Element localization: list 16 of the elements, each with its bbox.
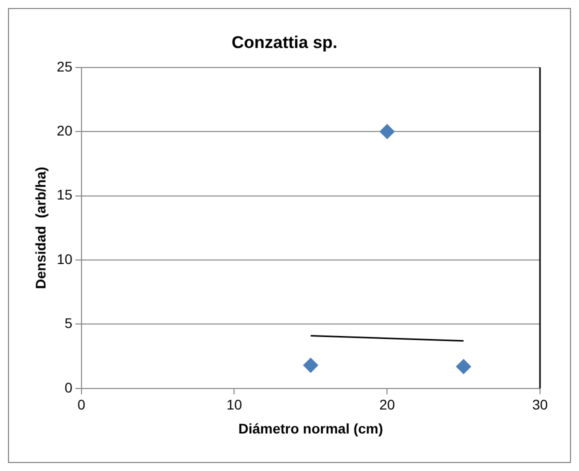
x-tick-label: 10 (226, 396, 242, 413)
chart-title: Conzattia sp. (232, 32, 338, 52)
y-tick-label: 20 (56, 122, 73, 138)
y-axis-title: Densidad (arb/ha) (32, 166, 48, 289)
point (380, 124, 395, 140)
y-tick-label: 0 (64, 379, 73, 396)
y-tick-label: 15 (56, 186, 73, 203)
y-tick-label: 25 (56, 58, 73, 74)
x-axis-title: Diámetro normal (cm) (238, 420, 384, 436)
point (303, 358, 318, 373)
x-tick-label: 0 (77, 396, 86, 413)
x-tick-label: 20 (379, 396, 396, 413)
y-tick-label: 10 (56, 250, 73, 267)
y-tick-label: 5 (64, 315, 73, 332)
point (456, 359, 472, 374)
x-tick-label: 30 (532, 396, 548, 413)
